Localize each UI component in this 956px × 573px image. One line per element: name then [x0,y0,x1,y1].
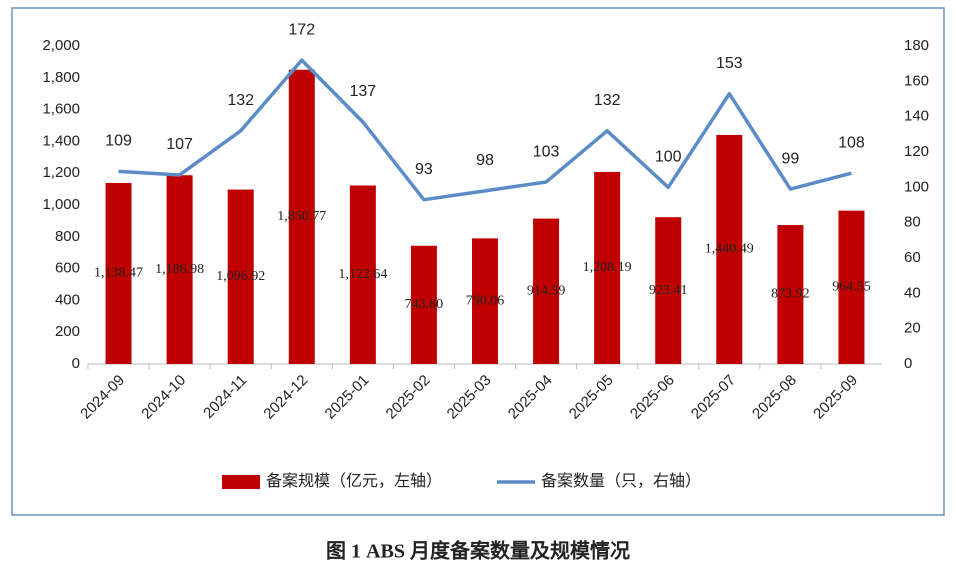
y-tick-label: 1,200 [42,164,80,181]
data-label: 99 [781,150,799,167]
data-label: 132 [594,92,621,109]
data-label: 964.55 [832,280,871,295]
data-label: 137 [349,83,376,100]
data-label: 107 [166,136,193,153]
bar [349,185,376,364]
bar [288,69,315,364]
data-label: 100 [655,149,682,166]
y-tick-label: 2,000 [42,37,80,54]
bar [838,210,865,364]
y-tick-label: 1,800 [42,69,80,86]
y-tick-label: 0 [72,355,80,372]
bar [472,238,498,364]
y-tick-label: 1,400 [42,132,80,149]
data-label: 153 [716,55,743,72]
data-label: 109 [105,133,132,150]
bar [533,218,560,364]
bar [594,171,621,364]
caption: 图 1 ABS 月度备案数量及规模情况 [326,539,630,563]
y2-tick-label: 20 [904,320,921,337]
y2-tick-label: 140 [904,108,929,125]
line [118,58,852,202]
y-tick-label: 800 [55,228,80,245]
y2-tick-label: 0 [904,355,912,372]
data-label: 98 [476,152,494,169]
y-tick-label: 1,600 [42,101,80,118]
y2-tick-label: 180 [904,37,929,54]
y2-tick-label: 40 [904,284,921,301]
data-label: 873.92 [771,287,810,302]
y2-tick-label: 160 [904,72,929,89]
legend-label: 备案规模（亿元，左轴） [266,472,442,490]
legend-label: 备案数量（只，右轴） [541,472,701,490]
data-label: 914.59 [527,284,566,299]
bar [655,217,682,364]
data-label: 1,122.64 [338,267,387,282]
bar [105,182,132,364]
bar [716,134,743,364]
data-label: 790.06 [466,293,505,308]
y-tick-label: 1,000 [42,196,80,213]
y2-tick-label: 100 [904,178,929,195]
y2-tick-label: 120 [904,143,929,160]
y-tick-label: 600 [55,260,80,277]
data-label: 923.41 [649,283,688,298]
bar [410,245,437,364]
data-label: 1,850.77 [277,209,326,224]
data-label: 103 [533,143,560,160]
y2-tick-label: 60 [904,249,921,266]
data-label: 172 [288,21,315,38]
y2-tick-label: 80 [904,214,921,231]
data-label: 1,096.92 [216,269,265,284]
data-label: 132 [227,92,254,109]
bar [227,189,254,364]
data-label: 743.60 [405,297,444,312]
bar [777,225,804,364]
data-label: 1,440.49 [705,242,754,257]
data-label: 93 [415,161,433,178]
y-tick-label: 200 [55,323,80,340]
legend-swatch [222,475,260,489]
data-label: 1,138.47 [94,266,143,281]
bar [166,175,193,364]
y-tick-label: 400 [55,291,80,308]
data-label: 1,208.19 [583,260,632,275]
data-label: 1,186.98 [155,262,204,277]
data-label: 108 [838,134,865,151]
